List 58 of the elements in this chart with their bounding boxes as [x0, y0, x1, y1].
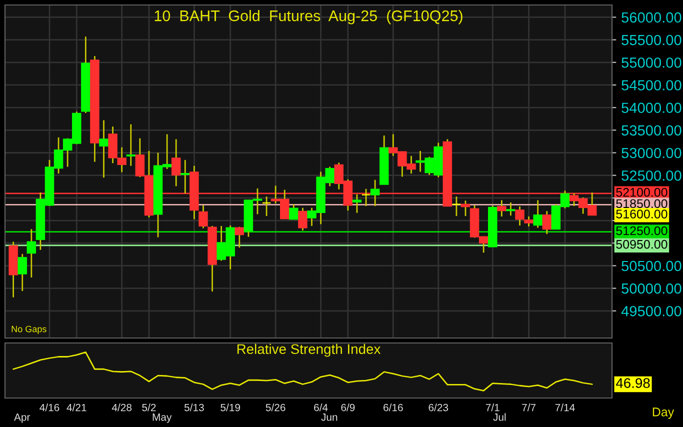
candlestick	[370, 179, 380, 207]
chart-title: Relative Strength Index	[237, 344, 381, 357]
candlestick	[352, 194, 362, 214]
candlestick	[460, 200, 470, 217]
y-tick-label: 54500.00	[622, 80, 682, 90]
text: Apr	[14, 414, 30, 423]
candlestick	[506, 202, 516, 216]
candlestick	[361, 188, 371, 207]
x-tick-label: 7/7	[522, 404, 536, 412]
y-tick-label: 53500.00	[622, 125, 682, 136]
y-tick-label: 55000.00	[622, 57, 682, 68]
text: 46.98	[616, 378, 650, 388]
x-tick-label: 7/14	[555, 404, 575, 412]
candlestick	[289, 204, 298, 220]
x-tick-label: 5/26	[266, 404, 286, 412]
candlestick	[452, 196, 462, 217]
y-tick-label: 55500.00	[622, 34, 682, 46]
candlestick	[126, 124, 136, 167]
x-tick-label: 4/16	[40, 404, 60, 412]
x-tick-label: 4/21	[66, 404, 86, 412]
candlestick	[26, 228, 36, 278]
text: Day	[652, 408, 674, 419]
candlestick	[180, 159, 190, 194]
candlestick	[542, 210, 552, 235]
y-tick-label: 53000.00	[622, 148, 682, 158]
x-tick-label: 4/28	[112, 404, 132, 412]
ref-line-label: 51250.00	[616, 226, 668, 236]
x-tick-label: 6/16	[384, 404, 403, 412]
text: Jun	[321, 414, 338, 421]
candlestick	[234, 226, 244, 248]
text: Jul	[493, 413, 506, 421]
candlestick	[533, 199, 542, 228]
y-tick-label: 50500.00	[622, 260, 682, 272]
chart-title: 10 BAHT Gold Futures Aug-25 (GF10Q25)	[154, 10, 462, 24]
candlestick	[262, 196, 272, 217]
candlestick	[18, 253, 27, 292]
candlestick	[497, 199, 506, 218]
y-tick-label: 54000.00	[622, 102, 682, 113]
x-tick-label: 6/4	[314, 404, 328, 412]
candlestick	[171, 138, 181, 187]
candlestick	[99, 120, 108, 178]
x-tick-label: 7/1	[486, 404, 500, 412]
ref-line-label: 51850.00	[616, 199, 668, 208]
x-tick-label: 5/2	[142, 404, 156, 412]
y-tick-label: 50000.00	[622, 283, 682, 294]
y-tick-label: 52500.00	[622, 170, 682, 181]
ref-line-label: 52100.00	[616, 188, 668, 197]
x-tick-label: 5/13	[184, 404, 204, 412]
annotation: No Gaps	[12, 326, 46, 334]
ref-line-label: 50950.00	[616, 240, 668, 249]
y-tick-label: 49500.00	[621, 306, 682, 316]
y-tick-label: 56000.00	[622, 12, 682, 23]
x-tick-label: 6/23	[428, 404, 448, 412]
text: 51600.00	[616, 210, 668, 218]
x-tick-label: 6/9	[341, 404, 355, 412]
x-tick-label: 5/19	[220, 404, 240, 412]
text: May	[152, 414, 172, 423]
candlestick	[298, 207, 308, 232]
